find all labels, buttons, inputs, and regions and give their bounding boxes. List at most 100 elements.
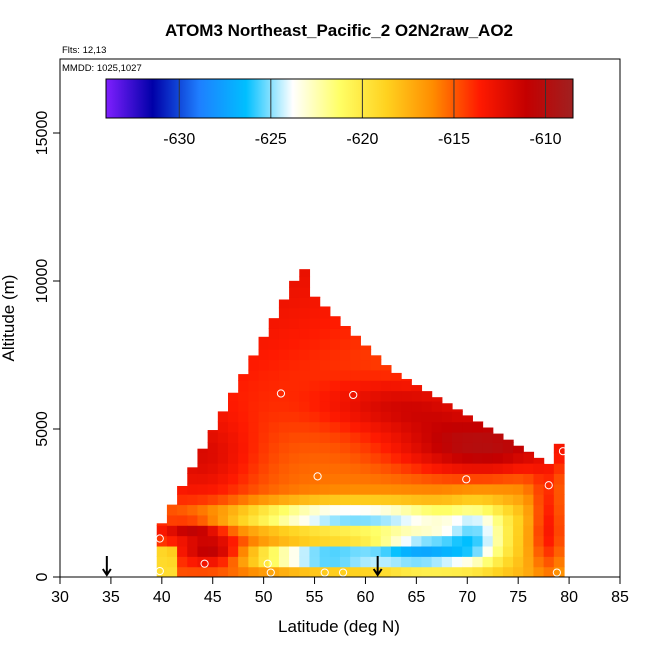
heatmap-cell — [340, 380, 351, 392]
x-tick-label: 80 — [560, 589, 578, 606]
heatmap-cell — [187, 535, 199, 547]
heatmap-cell — [350, 452, 361, 464]
heatmap-cell — [228, 566, 239, 577]
heatmap-cell — [523, 473, 535, 485]
heatmap-cell — [452, 411, 463, 423]
heatmap-cell — [523, 535, 535, 547]
x-tick-label: 50 — [255, 589, 273, 606]
heatmap-cell — [319, 431, 331, 443]
heatmap-cell — [278, 411, 290, 423]
heatmap-cell — [360, 545, 372, 557]
heatmap-cell — [217, 411, 229, 423]
heatmap-cell — [340, 504, 351, 516]
heatmap-cell — [502, 452, 514, 464]
heatmap-cell — [258, 336, 270, 340]
heatmap-cell — [228, 442, 239, 454]
heatmap-cell — [350, 535, 361, 547]
heatmap-cell — [319, 400, 331, 412]
heatmap-cell — [523, 556, 535, 568]
x-tick-label: 85 — [611, 589, 629, 606]
colorbar-tick-label: -610 — [530, 131, 562, 148]
heatmap-cell — [340, 535, 351, 547]
heatmap-cell — [380, 566, 392, 577]
heatmap-cell — [360, 359, 372, 371]
heatmap-cell — [278, 514, 290, 526]
heatmap-cell — [370, 390, 382, 402]
heatmap-cell — [217, 556, 229, 568]
heatmap-cell — [289, 545, 300, 557]
heatmap-cell — [452, 442, 463, 454]
heatmap-cell — [238, 525, 249, 537]
heatmap-cell — [380, 431, 392, 443]
heatmap-cell — [319, 307, 331, 319]
heatmap-cell — [421, 400, 433, 412]
heatmap-cell — [452, 452, 463, 464]
heatmap-cell — [472, 535, 484, 547]
heatmap-cell — [156, 566, 168, 577]
heatmap-cell — [299, 369, 311, 381]
heatmap-cell — [513, 452, 524, 464]
heatmap-cell — [543, 514, 555, 526]
heatmap-cell — [278, 421, 290, 433]
heatmap-cell — [207, 452, 219, 464]
heatmap-cell — [187, 556, 199, 568]
heatmap-cell — [228, 411, 239, 423]
heatmap-cell — [268, 463, 280, 474]
heatmap-cell — [411, 390, 423, 402]
heatmap-cell — [197, 535, 209, 547]
heatmap-cell — [360, 514, 372, 526]
heatmap-cell — [207, 494, 219, 506]
heatmap-cell — [228, 452, 239, 464]
heatmap-cell — [207, 545, 219, 557]
heatmap-cell — [258, 359, 270, 371]
heatmap-cell — [401, 411, 412, 423]
heatmap-cell — [543, 556, 555, 568]
heatmap-cell — [248, 556, 260, 568]
heatmap-cell — [187, 494, 199, 506]
colorbar-ticks: -630 -625 -620 -615 -610 — [163, 79, 562, 148]
heatmap-cell — [441, 442, 453, 454]
heatmap-cell — [441, 556, 453, 568]
heatmap-cell — [390, 431, 402, 443]
x-axis: 30 35 40 45 50 55 60 65 70 75 80 85 — [51, 577, 629, 606]
heatmap-cell — [248, 380, 260, 392]
heatmap-cell — [289, 463, 300, 474]
sample-point — [544, 481, 553, 490]
heatmap-cell — [278, 566, 290, 577]
heatmap-cell — [421, 494, 433, 506]
heatmap-cell — [248, 535, 260, 547]
heatmap-cell — [472, 525, 484, 537]
heatmap-cell — [401, 566, 412, 577]
heatmap-cell — [228, 473, 239, 485]
heatmap-cell — [513, 525, 524, 537]
heatmap-cell — [360, 556, 372, 568]
heatmap-cell — [299, 525, 311, 537]
heatmap-cell — [248, 504, 260, 516]
heatmap-cell — [299, 566, 311, 577]
x-tick-label: 75 — [509, 589, 527, 606]
colorbar-gradient — [106, 79, 573, 118]
heatmap-cell — [482, 525, 494, 537]
heatmap-cell — [533, 463, 545, 474]
heatmap-cell — [370, 535, 382, 547]
y-tick-label: 5000 — [34, 411, 51, 447]
heatmap-cell — [309, 514, 321, 526]
heatmap-cell — [309, 307, 321, 319]
heatmap-cell — [319, 504, 331, 516]
heatmap-cell — [543, 535, 555, 547]
heatmap-cell — [197, 483, 209, 495]
heatmap-cell — [309, 494, 321, 506]
heatmap-cell — [553, 452, 565, 464]
heatmap-cell — [329, 338, 341, 350]
heatmap-cell — [370, 473, 382, 485]
heatmap-cell — [340, 463, 351, 474]
heatmap-cell — [502, 514, 514, 526]
heatmap-cell — [553, 525, 565, 537]
heatmap-cell — [370, 494, 382, 506]
flight-arrows — [102, 556, 383, 577]
heatmap-cell — [482, 483, 494, 495]
heatmap-cell — [360, 535, 372, 547]
heatmap-cell — [492, 473, 504, 485]
heatmap-cell — [207, 431, 219, 443]
heatmap-cell — [360, 431, 372, 443]
